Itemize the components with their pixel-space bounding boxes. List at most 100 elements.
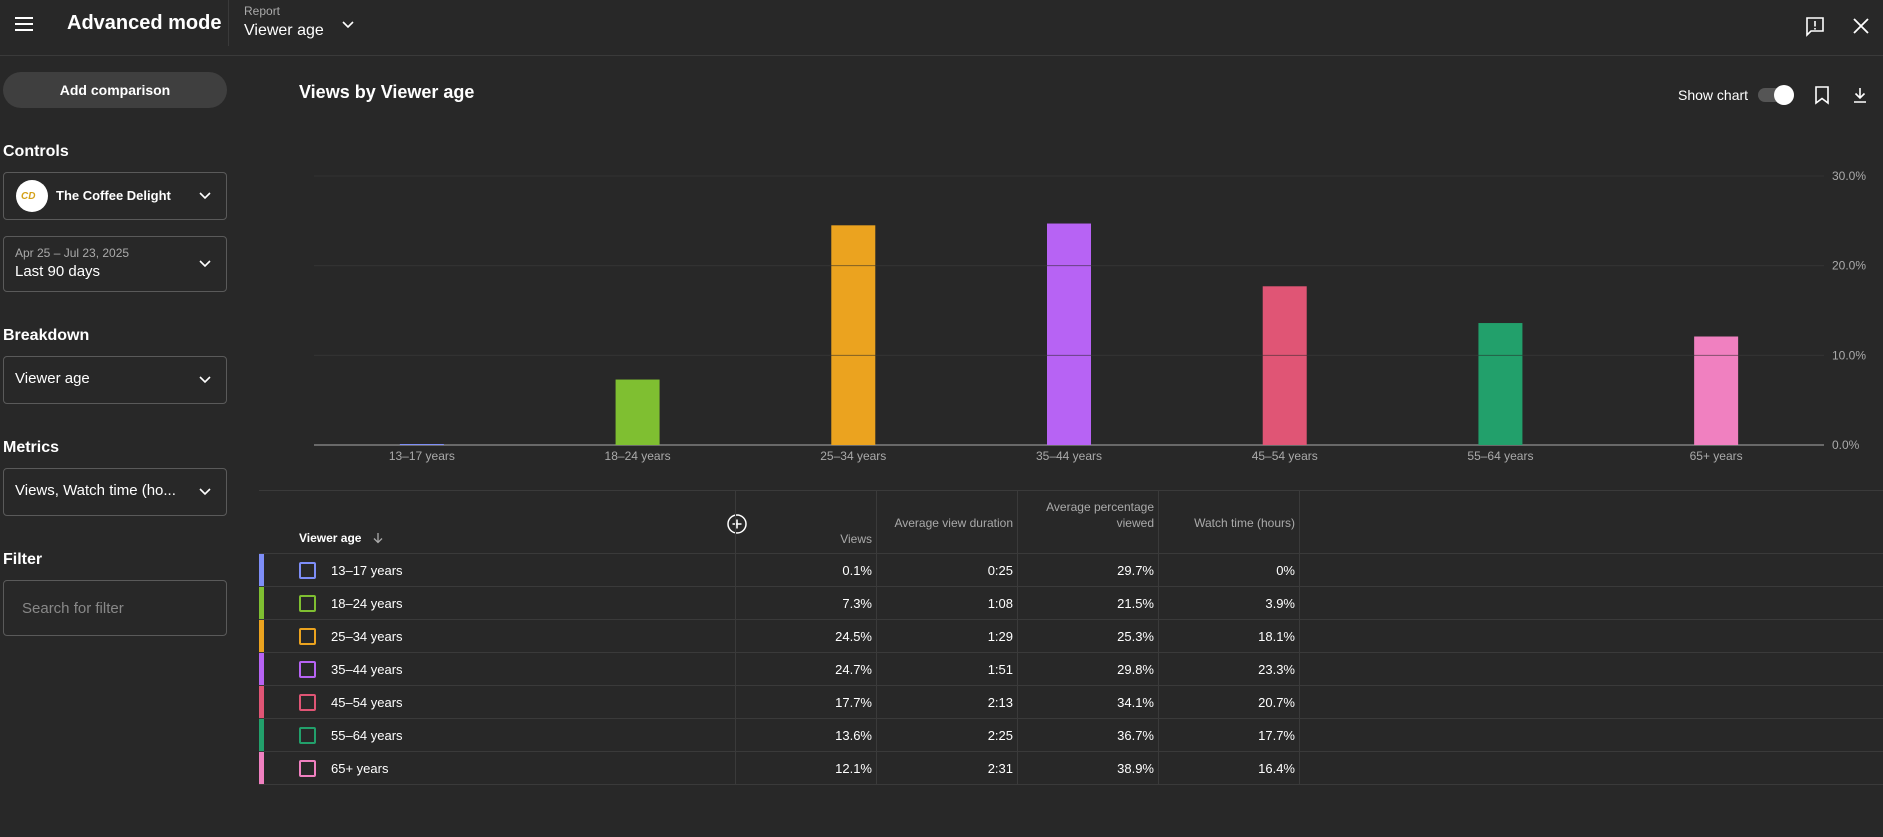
column-divider bbox=[1299, 491, 1300, 785]
add-comparison-button[interactable]: Add comparison bbox=[3, 72, 227, 108]
row-label: 13–17 years bbox=[331, 563, 403, 578]
table-row[interactable]: 13–17 years 0.1% 0:25 29.7% 0% bbox=[259, 553, 1883, 587]
cell-watch-time: 23.3% bbox=[1258, 662, 1295, 677]
row-color-stripe bbox=[259, 752, 264, 785]
chevron-down-icon bbox=[342, 21, 354, 29]
cell-watch-time: 3.9% bbox=[1265, 596, 1295, 611]
report-value: Viewer age bbox=[244, 22, 324, 39]
sortable-column-header[interactable]: Viewer age bbox=[299, 531, 385, 545]
bar-chart: 0.0% 10.0% 20.0% 30.0% 13–17 years 18–24 year… bbox=[314, 169, 1866, 463]
x-tick-label: 65+ years bbox=[1690, 449, 1743, 463]
table-row[interactable]: 45–54 years 17.7% 2:13 34.1% 20.7% bbox=[259, 685, 1883, 719]
cell-average-percentage-viewed: 34.1% bbox=[1117, 695, 1154, 710]
row-checkbox[interactable] bbox=[299, 760, 316, 777]
table-row[interactable]: 55–64 years 13.6% 2:25 36.7% 17.7% bbox=[259, 718, 1883, 752]
y-tick-label: 0.0% bbox=[1832, 438, 1860, 452]
row-checkbox[interactable] bbox=[299, 562, 316, 579]
row-label: 35–44 years bbox=[331, 662, 403, 677]
table-row[interactable]: 35–44 years 24.7% 1:51 29.8% 23.3% bbox=[259, 652, 1883, 686]
feedback-icon[interactable] bbox=[1803, 14, 1827, 38]
date-preset-text: Last 90 days bbox=[15, 263, 101, 280]
chevron-down-icon bbox=[199, 376, 211, 384]
channel-name: The Coffee Delight bbox=[56, 188, 171, 203]
column-divider bbox=[735, 491, 736, 785]
close-icon[interactable] bbox=[1849, 14, 1873, 38]
column-header-watch-time: Watch time (hours) bbox=[1194, 516, 1295, 530]
cell-watch-time: 0% bbox=[1276, 563, 1295, 578]
cell-average-percentage-viewed: 29.7% bbox=[1117, 563, 1154, 578]
cell-average-view-duration: 0:25 bbox=[987, 563, 1013, 578]
report-picker[interactable]: Report Viewer age bbox=[244, 2, 356, 46]
filter-label: Filter bbox=[3, 551, 43, 568]
show-chart-toggle[interactable] bbox=[1758, 85, 1794, 105]
row-label: 18–24 years bbox=[331, 596, 403, 611]
cell-views: 7.3% bbox=[842, 596, 872, 611]
app-title: Advanced mode bbox=[67, 12, 222, 34]
table-row[interactable]: 65+ years 12.1% 2:31 38.9% 16.4% bbox=[259, 751, 1883, 785]
cell-average-percentage-viewed: 29.8% bbox=[1117, 662, 1154, 677]
cell-views: 17.7% bbox=[835, 695, 872, 710]
section-divider bbox=[259, 490, 1883, 491]
filter-search-input[interactable] bbox=[3, 580, 227, 636]
download-icon[interactable] bbox=[1849, 84, 1871, 106]
channel-logo: CD bbox=[21, 191, 36, 202]
bar bbox=[399, 444, 444, 445]
bar bbox=[1478, 323, 1523, 445]
row-checkbox[interactable] bbox=[299, 628, 316, 645]
title-divider bbox=[228, 0, 229, 46]
add-metric-icon[interactable] bbox=[726, 513, 748, 535]
y-tick-label: 10.0% bbox=[1832, 348, 1866, 362]
cell-views: 24.5% bbox=[835, 629, 872, 644]
cell-average-percentage-viewed: 38.9% bbox=[1117, 761, 1154, 776]
cell-average-percentage-viewed: 25.3% bbox=[1117, 629, 1154, 644]
column-header-views: Views bbox=[840, 532, 872, 546]
table-row[interactable]: 25–34 years 24.5% 1:29 25.3% 18.1% bbox=[259, 619, 1883, 653]
bar bbox=[831, 225, 876, 445]
cell-views: 24.7% bbox=[835, 662, 872, 677]
arrow-down-icon bbox=[373, 533, 383, 544]
row-checkbox[interactable] bbox=[299, 661, 316, 678]
column-divider bbox=[1158, 491, 1159, 785]
chart-title: Views by Viewer age bbox=[299, 82, 475, 102]
cell-watch-time: 18.1% bbox=[1258, 629, 1295, 644]
metrics-selector[interactable]: Views, Watch time (ho... bbox=[3, 468, 227, 516]
cell-views: 13.6% bbox=[835, 728, 872, 743]
column-header-viewer-age: Viewer age bbox=[299, 531, 362, 545]
table-row[interactable]: 18–24 years 7.3% 1:08 21.5% 3.9% bbox=[259, 586, 1883, 620]
bar bbox=[1694, 336, 1739, 445]
column-header-average-view-duration: Average view duration bbox=[894, 516, 1013, 530]
table-bottom-border bbox=[259, 784, 1883, 785]
row-color-stripe bbox=[259, 653, 264, 686]
breakdown-selector[interactable]: Viewer age bbox=[3, 356, 227, 404]
x-tick-label: 45–54 years bbox=[1252, 449, 1318, 463]
cell-average-view-duration: 2:31 bbox=[987, 761, 1013, 776]
row-color-stripe bbox=[259, 719, 264, 752]
cell-average-view-duration: 1:29 bbox=[987, 629, 1013, 644]
row-checkbox[interactable] bbox=[299, 595, 316, 612]
column-divider bbox=[1017, 491, 1018, 785]
chevron-down-icon bbox=[199, 192, 211, 200]
bookmark-icon[interactable] bbox=[1811, 84, 1833, 106]
report-kicker: Report bbox=[244, 4, 281, 18]
bar bbox=[615, 379, 660, 445]
toggle-knob bbox=[1774, 85, 1794, 105]
row-checkbox[interactable] bbox=[299, 727, 316, 744]
row-color-stripe bbox=[259, 686, 264, 719]
row-color-stripe bbox=[259, 620, 264, 653]
menu-icon[interactable] bbox=[12, 12, 36, 36]
x-tick-label: 13–17 years bbox=[389, 449, 455, 463]
row-label: 45–54 years bbox=[331, 695, 403, 710]
cell-average-view-duration: 1:51 bbox=[987, 662, 1013, 677]
chevron-down-icon bbox=[199, 488, 211, 496]
cell-average-percentage-viewed: 36.7% bbox=[1117, 728, 1154, 743]
date-range-selector[interactable]: Apr 25 – Jul 23, 2025 Last 90 days bbox=[3, 236, 227, 292]
row-color-stripe bbox=[259, 587, 264, 620]
x-tick-label: 25–34 years bbox=[820, 449, 886, 463]
channel-selector[interactable]: CD The Coffee Delight bbox=[3, 172, 227, 220]
cell-average-view-duration: 1:08 bbox=[987, 596, 1013, 611]
row-checkbox[interactable] bbox=[299, 694, 316, 711]
bar bbox=[1047, 223, 1091, 445]
cell-views: 0.1% bbox=[842, 563, 872, 578]
x-tick-label: 18–24 years bbox=[605, 449, 671, 463]
cell-watch-time: 16.4% bbox=[1258, 761, 1295, 776]
